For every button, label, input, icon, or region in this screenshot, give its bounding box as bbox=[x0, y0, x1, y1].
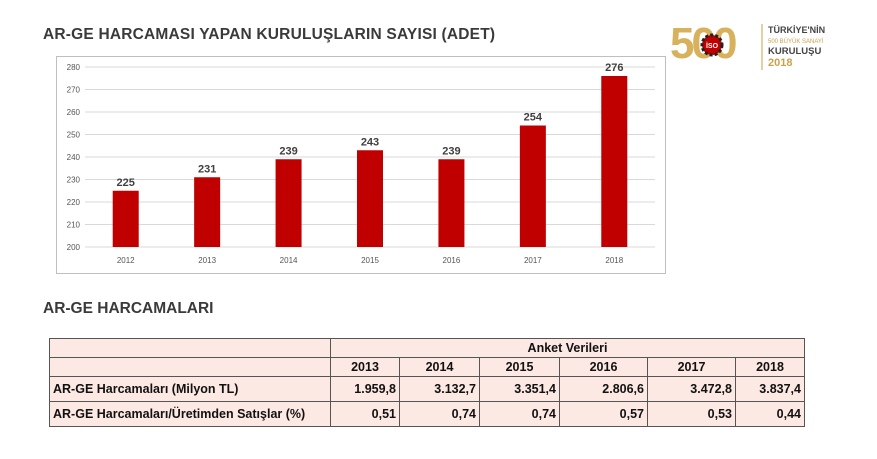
table-cell: 3.837,4 bbox=[735, 376, 805, 402]
bar bbox=[112, 190, 139, 247]
table-cell: 3.351,4 bbox=[479, 376, 560, 402]
y-tick-label: 200 bbox=[67, 243, 81, 252]
logo-year: 2018 bbox=[768, 57, 792, 69]
table-group-header-row: Anket Verileri bbox=[49, 338, 805, 358]
table-group-header: Anket Verileri bbox=[330, 338, 805, 358]
table-cell: 1.959,8 bbox=[330, 376, 400, 402]
data-label: 243 bbox=[361, 136, 379, 148]
iso-500-logo: 500 İSO TÜRKİYE'NİN 500 BÜYÜK SANAYİ KUR… bbox=[670, 19, 825, 70]
logo-line3: KURULUŞU bbox=[768, 46, 821, 57]
bar bbox=[519, 125, 546, 247]
table-cell: 0,51 bbox=[330, 401, 400, 427]
data-label: 231 bbox=[198, 163, 216, 175]
table-year-header: 2017 bbox=[647, 357, 736, 377]
data-label: 225 bbox=[117, 177, 135, 189]
table-corner-cell bbox=[49, 338, 331, 358]
x-tick-label: 2013 bbox=[198, 256, 216, 265]
table-cell: 0,44 bbox=[735, 401, 805, 427]
table-year-header: 2018 bbox=[735, 357, 805, 377]
bar-chart: 200 210 220 230 240 250 260 270 280 225 2012 231 201… bbox=[67, 62, 655, 265]
y-tick-label: 240 bbox=[67, 153, 81, 162]
bar bbox=[601, 76, 628, 247]
table-corner-cell bbox=[49, 357, 331, 377]
y-tick-label: 260 bbox=[67, 108, 81, 117]
bar bbox=[357, 150, 383, 247]
table-year-header: 2014 bbox=[399, 357, 480, 377]
table-cell: 2.806,6 bbox=[559, 376, 648, 402]
x-tick-label: 2012 bbox=[117, 256, 135, 265]
table-row-label: AR-GE Harcamaları/Üretimden Satışlar (%) bbox=[49, 401, 331, 427]
x-tick-label: 2016 bbox=[443, 256, 461, 265]
data-label: 254 bbox=[524, 112, 543, 124]
y-tick-label: 280 bbox=[67, 63, 81, 72]
table-row: AR-GE Harcamaları/Üretimden Satışlar (%)… bbox=[49, 401, 805, 427]
table-cell: 3.132,7 bbox=[399, 376, 480, 402]
bar bbox=[438, 159, 465, 247]
table-cell: 3.472,8 bbox=[647, 376, 736, 402]
bar bbox=[194, 177, 221, 247]
logo-line1: TÜRKİYE'NİN bbox=[768, 25, 825, 35]
y-tick-label: 220 bbox=[67, 198, 81, 207]
x-tick-label: 2017 bbox=[524, 256, 542, 265]
section-title: AR-GE HARCAMALARI bbox=[43, 300, 214, 317]
y-tick-label: 250 bbox=[67, 131, 81, 140]
data-label: 239 bbox=[279, 145, 297, 157]
bar bbox=[275, 159, 302, 247]
y-tick-label: 270 bbox=[67, 86, 81, 95]
data-label: 276 bbox=[605, 62, 623, 74]
y-tick-label: 210 bbox=[67, 221, 81, 230]
table-cell: 0,57 bbox=[559, 401, 648, 427]
chart-frame: 200 210 220 230 240 250 260 270 280 225 2012 231 201… bbox=[56, 56, 666, 274]
table-row-label: AR-GE Harcamaları (Milyon TL) bbox=[49, 376, 331, 402]
table-year-row: 2013 2014 2015 2016 2017 2018 bbox=[49, 357, 805, 377]
x-tick-label: 2015 bbox=[361, 256, 379, 265]
table-year-header: 2016 bbox=[559, 357, 648, 377]
data-label: 239 bbox=[442, 145, 460, 157]
table-year-header: 2013 bbox=[330, 357, 400, 377]
table-cell: 0,74 bbox=[399, 401, 480, 427]
logo-gear-icon bbox=[700, 33, 724, 57]
logo-line2: 500 BÜYÜK SANAYİ bbox=[768, 38, 824, 45]
x-tick-label: 2014 bbox=[280, 256, 298, 265]
logo-emblem: İSO bbox=[706, 42, 719, 50]
rd-spending-table: Anket Verileri 2013 2014 2015 2016 2017 … bbox=[49, 338, 805, 427]
table-year-header: 2015 bbox=[479, 357, 560, 377]
table-cell: 0,74 bbox=[479, 401, 560, 427]
x-tick-label: 2018 bbox=[605, 256, 623, 265]
table-row: AR-GE Harcamaları (Milyon TL) 1.959,8 3.… bbox=[49, 376, 805, 402]
chart-title: AR-GE HARCAMASI YAPAN KURULUŞLARIN SAYIS… bbox=[43, 26, 496, 43]
table-cell: 0,53 bbox=[647, 401, 736, 427]
y-tick-label: 230 bbox=[67, 176, 81, 185]
